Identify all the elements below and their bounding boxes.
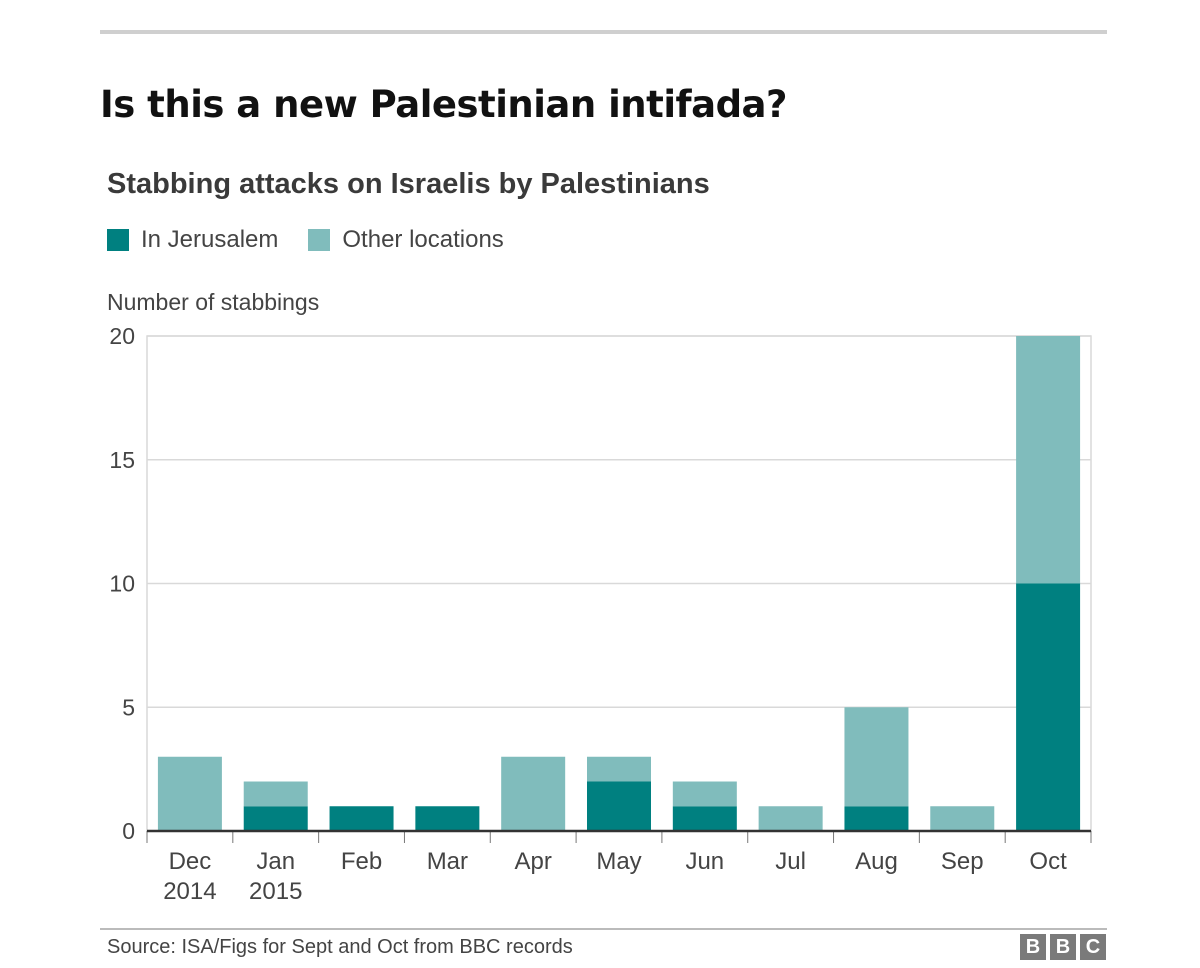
bar-other [1016,336,1081,584]
y-tick-label: 10 [109,571,135,597]
x-tick-label: Apr [515,848,552,875]
x-tick-label-line2: 2015 [249,878,302,905]
x-tick-label: Feb [341,848,382,875]
chart-legend: In Jerusalem Other locations [107,226,534,254]
y-tick-label: 5 [122,694,135,720]
y-tick-label: 15 [109,447,135,473]
y-axis-label: Number of stabbings [107,289,319,315]
bar-jerusalem [844,806,909,831]
bar-jerusalem [329,806,394,831]
logo-letter: B [1050,934,1076,960]
legend-item-other: Other locations [308,226,504,254]
legend-item-jerusalem: In Jerusalem [107,226,278,254]
bar-other [243,781,308,807]
x-tick-label: Dec [169,848,212,875]
legend-label-other: Other locations [342,226,504,253]
bar-jerusalem [1016,583,1081,831]
y-tick-label: 0 [122,818,135,844]
bbc-logo: B B C [1016,934,1106,960]
x-tick-label: Jan [256,848,295,875]
footer-divider [100,928,1107,930]
bar-jerusalem [243,806,308,831]
y-tick-label: 20 [109,323,135,349]
logo-letter: B [1020,934,1046,960]
x-tick-label: Aug [855,848,898,875]
headline: Is this a new Palestinian intifada? [100,83,787,126]
x-tick-label: Jul [775,848,806,875]
x-tick-label: May [596,848,641,875]
logo-letter: C [1080,934,1106,960]
x-tick-label: Jun [685,848,724,875]
bar-other [672,781,737,807]
x-tick-label: Sep [941,848,984,875]
legend-label-jerusalem: In Jerusalem [141,226,279,253]
stacked-bar-chart: Number of stabbings 0 5 10 15 20 Dec 2014 Jan 201… [107,289,1092,905]
bar-other [157,756,222,831]
source-note: Source: ISA/Figs for Sept and Oct from B… [107,936,573,958]
legend-swatch-other [308,229,331,251]
bar-jerusalem [415,806,480,831]
bar-other [758,806,823,831]
legend-swatch-jerusalem [107,229,129,251]
top-divider [100,30,1107,34]
bar-other [587,756,651,782]
x-tick-label: Oct [1029,848,1067,875]
bar-jerusalem [672,806,737,831]
x-tick-label: Mar [427,848,468,875]
chart-title: Stabbing attacks on Israelis by Palestin… [107,168,710,200]
bar-jerusalem [587,781,651,831]
x-tick-label-line2: 2014 [163,878,216,905]
bar-other [930,806,995,831]
bar-other [501,756,566,831]
bar-other [844,707,909,807]
